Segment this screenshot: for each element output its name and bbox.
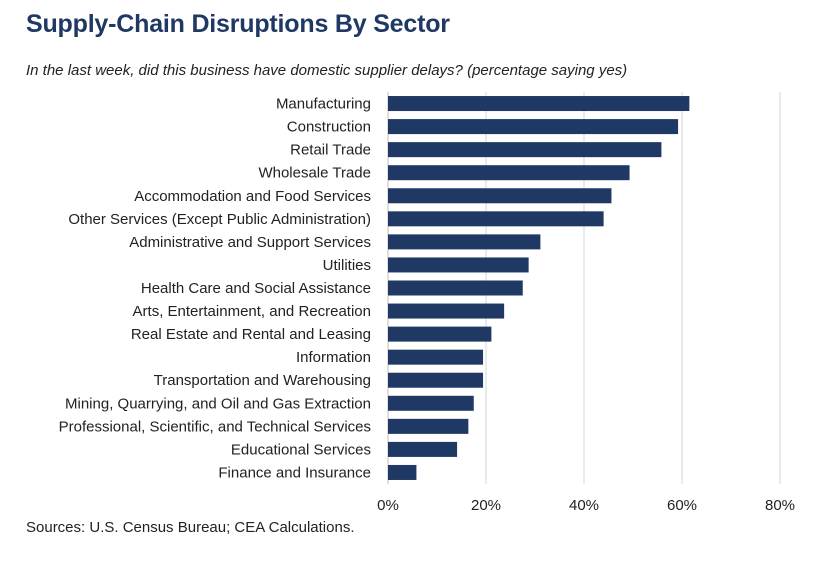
bar (388, 119, 679, 135)
category-label: Arts, Entertainment, and Recreation (133, 303, 371, 320)
bar (388, 418, 469, 434)
bar (388, 395, 474, 411)
category-label: Health Care and Social Assistance (141, 280, 371, 297)
category-label: Retail Trade (290, 142, 371, 159)
bar (388, 188, 612, 204)
category-label: Utilities (323, 257, 371, 274)
category-label: Educational Services (231, 441, 371, 458)
bar (388, 349, 484, 365)
x-tick-label: 20% (471, 497, 501, 514)
chart-subtitle: In the last week, did this business have… (26, 62, 628, 79)
bar (388, 165, 630, 181)
bar (388, 142, 662, 158)
bar (388, 211, 604, 227)
bar (388, 96, 690, 112)
bar (388, 234, 541, 250)
category-label: Accommodation and Food Services (134, 188, 371, 205)
category-label: Information (296, 349, 371, 366)
chart-source: Sources: U.S. Census Bureau; CEA Calcula… (26, 519, 355, 536)
category-label: Other Services (Except Public Administra… (68, 211, 371, 228)
category-label: Transportation and Warehousing (154, 372, 371, 389)
bar (388, 303, 505, 319)
bar (388, 464, 417, 480)
category-label: Mining, Quarrying, and Oil and Gas Extra… (65, 395, 371, 412)
category-label: Manufacturing (276, 96, 371, 113)
category-label: Professional, Scientific, and Technical … (59, 418, 371, 435)
x-tick-label: 80% (765, 497, 795, 514)
bar (388, 257, 529, 273)
bar (388, 280, 523, 296)
chart-title: Supply-Chain Disruptions By Sector (26, 10, 450, 38)
bar (388, 326, 492, 342)
bar (388, 372, 484, 388)
x-tick-label: 60% (667, 497, 697, 514)
category-label: Real Estate and Rental and Leasing (131, 326, 371, 343)
bar (388, 441, 458, 457)
x-tick-label: 0% (377, 497, 399, 514)
category-label: Wholesale Trade (258, 165, 371, 182)
x-tick-label: 40% (569, 497, 599, 514)
category-label: Finance and Insurance (218, 464, 371, 481)
category-label: Construction (287, 119, 371, 136)
category-label: Administrative and Support Services (129, 234, 371, 251)
